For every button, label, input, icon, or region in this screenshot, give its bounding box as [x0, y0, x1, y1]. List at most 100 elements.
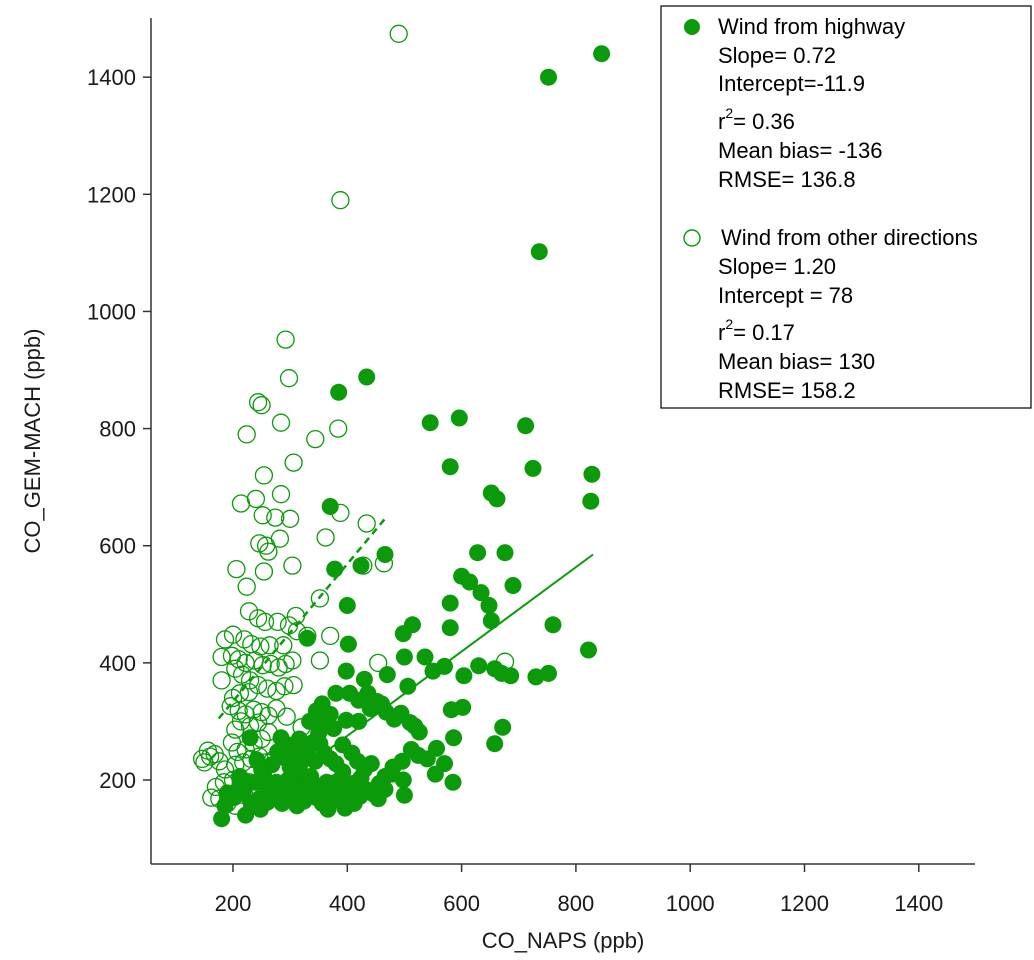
data-point-other-directions: [248, 393, 268, 412]
data-point-highway: [580, 641, 597, 659]
data-point-other-directions: [248, 675, 268, 695]
y-tick-label: 600: [99, 534, 136, 559]
stat-meanbias-other: Mean bias= 130: [718, 349, 875, 374]
data-point-highway: [355, 670, 373, 688]
data-point-other-directions: [254, 466, 274, 485]
data-point-other-directions: [284, 675, 303, 695]
data-point-highway: [416, 648, 434, 666]
data-point-highway: [285, 753, 303, 771]
data-point-highway: [544, 616, 562, 634]
x-tick-label: 600: [443, 891, 480, 916]
data-point-highway: [444, 773, 462, 791]
legend-label-highway: Wind from highway: [718, 14, 905, 39]
data-point-other-directions: [266, 508, 285, 527]
data-point-highway: [450, 409, 468, 427]
data-point-other-directions: [239, 682, 259, 702]
data-point-other-directions: [237, 425, 256, 444]
stat-r2-exp-highway: 2: [725, 105, 733, 121]
data-point-highway: [482, 612, 500, 630]
data-point-other-directions: [275, 677, 294, 696]
data-point-other-directions: [271, 485, 291, 504]
x-tick-label: 1000: [666, 891, 715, 916]
data-point-highway: [393, 752, 411, 770]
data-point-other-directions: [212, 671, 231, 690]
data-point-highway: [231, 768, 249, 785]
y-axis-ticks: 200 400 600 800 1000 1200 1400: [87, 65, 151, 793]
x-tick-label: 200: [215, 891, 252, 916]
stat-rmse-highway: RMSE= 136.8: [718, 167, 856, 192]
stat-intercept-other: Intercept = 78: [718, 283, 853, 308]
data-point-highway: [583, 465, 601, 483]
data-point-other-directions: [310, 589, 330, 608]
data-point-other-directions: [283, 556, 302, 575]
data-point-highway: [338, 778, 356, 796]
y-tick-label: 1000: [87, 299, 136, 324]
data-point-highway: [330, 383, 348, 401]
data-point-highway: [301, 712, 319, 730]
data-point-other-directions: [223, 688, 243, 708]
data-point-highway: [472, 584, 490, 602]
data-point-other-directions: [271, 413, 291, 432]
data-point-highway: [326, 560, 344, 578]
data-point-other-directions: [357, 514, 376, 533]
data-point-other-directions: [277, 707, 296, 726]
data-point-other-directions: [283, 651, 302, 670]
data-point-highway: [241, 729, 259, 747]
data-point-other-directions: [286, 606, 306, 626]
data-point-highway: [426, 765, 444, 783]
data-point-other-directions: [369, 653, 388, 673]
data-point-highway: [469, 544, 487, 562]
data-point-other-directions: [231, 494, 251, 513]
data-point-other-directions: [237, 577, 256, 596]
data-point-highway: [272, 729, 290, 747]
stat-r2-exp-other: 2: [725, 316, 733, 332]
data-point-other-directions: [253, 656, 272, 675]
data-point-other-directions: [212, 647, 231, 667]
data-point-other-directions: [276, 330, 295, 349]
data-point-other-directions: [389, 24, 408, 43]
stat-r-other: r: [718, 320, 725, 345]
data-point-highway: [504, 577, 522, 594]
legend-label-other: Wind from other directions: [721, 225, 978, 250]
data-point-highway: [352, 557, 370, 575]
data-point-highway: [530, 243, 548, 261]
data-point-other-directions: [284, 453, 303, 472]
data-point-other-directions: [259, 542, 278, 561]
fit-lines: [217, 518, 594, 767]
y-tick-label: 1200: [87, 182, 136, 207]
data-point-other-directions: [279, 369, 299, 388]
data-point-highway: [327, 684, 345, 702]
data-point-other-directions: [227, 559, 246, 579]
data-point-highway: [455, 667, 473, 685]
legend-marker-highway: [684, 19, 700, 35]
data-point-highway: [488, 490, 506, 508]
data-point-highway: [350, 712, 368, 730]
x-tick-label: 1200: [780, 891, 829, 916]
stat-slope-highway: Slope= 0.72: [718, 43, 836, 68]
stat-r2-highway: r2= 0.36: [718, 105, 795, 134]
data-point-highway: [593, 45, 611, 63]
data-point-other-directions: [310, 651, 330, 670]
data-point-other-directions: [226, 659, 245, 678]
data-point-highway: [517, 417, 535, 435]
data-point-other-directions: [274, 636, 293, 655]
data-point-other-directions: [321, 626, 340, 646]
data-point-highway: [338, 597, 356, 614]
data-point-highway: [298, 629, 316, 647]
stat-rmse-other: RMSE= 158.2: [718, 378, 856, 403]
data-point-highway: [296, 773, 314, 791]
data-point-highway: [337, 711, 355, 729]
data-point-other-directions: [248, 609, 268, 628]
x-tick-label: 1400: [894, 891, 943, 916]
data-point-highway: [255, 768, 273, 785]
data-point-highway: [441, 458, 459, 476]
stat-r2-other: r2= 0.17: [718, 316, 795, 345]
data-point-other-directions: [316, 528, 335, 547]
data-point-highway: [360, 782, 378, 799]
y-tick-label: 1400: [87, 65, 136, 90]
data-point-highway: [496, 544, 514, 562]
y-axis-title: CO_GEM-MACH (ppb): [20, 329, 45, 554]
x-tick-label: 800: [558, 891, 595, 916]
x-axis-title: CO_NAPS (ppb): [482, 928, 645, 953]
